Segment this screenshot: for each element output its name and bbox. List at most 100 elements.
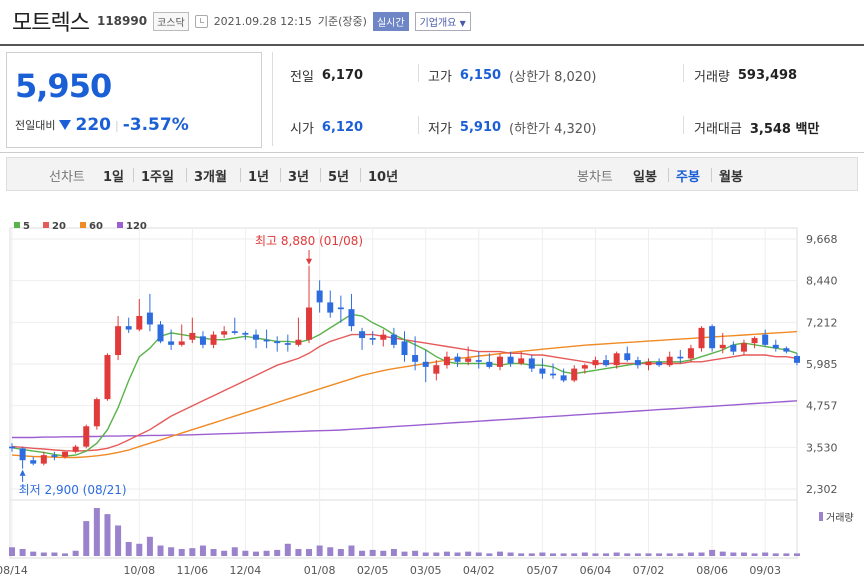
volume-bar — [252, 551, 259, 556]
legend-label: 120 — [126, 221, 147, 232]
volume-bar — [634, 553, 641, 556]
tab-1y[interactable]: 1년 — [248, 170, 270, 185]
candle — [369, 338, 376, 340]
candle — [762, 334, 769, 345]
volume-bar — [645, 553, 652, 556]
volume-bar — [146, 536, 153, 556]
max-annotation: 최고 8,880 (01/08) — [255, 234, 363, 248]
volume-bar — [507, 552, 514, 556]
candle — [9, 446, 15, 449]
max-arrow-head — [306, 258, 313, 265]
candle — [443, 356, 450, 366]
tab-3y[interactable]: 3년 — [288, 170, 310, 185]
x-tick-label: 03/05 — [410, 564, 442, 577]
candle — [274, 341, 281, 344]
volume-bar — [327, 547, 334, 556]
candle — [518, 358, 525, 364]
tab-1d[interactable]: 1일 — [103, 170, 125, 185]
open-price: 시가 6,120 — [290, 120, 364, 137]
tab-10y[interactable]: 10년 — [368, 170, 399, 185]
volume-bar — [698, 552, 705, 556]
candle — [72, 446, 79, 452]
x-tick-label: 08/06 — [696, 564, 728, 577]
realtime-button[interactable]: 실시간 — [372, 11, 409, 31]
candle — [221, 331, 228, 335]
day-low: 저가 5,910 (하한가 4,320) — [428, 120, 597, 137]
clock-icon — [194, 14, 208, 28]
candle — [252, 334, 259, 340]
x-tick-label: 02/05 — [357, 564, 389, 577]
x-tick-label: 05/07 — [527, 564, 559, 577]
volume-bar — [518, 553, 525, 556]
x-tick-label: 12/04 — [230, 564, 262, 577]
volume-bar — [560, 553, 567, 556]
volume-bar — [730, 552, 737, 556]
x-tick-label: 10/08 — [123, 564, 155, 577]
legend-swatch — [80, 222, 86, 228]
candle — [666, 356, 673, 366]
legend-label: 20 — [52, 221, 66, 232]
candle — [168, 341, 175, 345]
ma120-line — [12, 400, 798, 439]
volume-frame — [9, 499, 798, 559]
x-tick-label: 07/02 — [633, 564, 665, 577]
volume-bar — [157, 545, 164, 556]
candle — [794, 356, 800, 363]
candle — [146, 312, 153, 325]
volume-bar — [465, 551, 472, 556]
volume-bar — [719, 551, 726, 556]
tab-monthly[interactable]: 월봉 — [719, 170, 743, 185]
tab-3m[interactable]: 3개월 — [194, 170, 227, 185]
tab-daily[interactable]: 일봉 — [633, 170, 657, 185]
volume-bar — [380, 550, 387, 556]
candle — [687, 348, 694, 359]
volume-bar — [178, 549, 185, 556]
candle — [677, 356, 684, 359]
volume-bar — [666, 553, 673, 556]
current-price: 5,950 — [15, 67, 112, 105]
candle — [719, 344, 726, 349]
company-overview-button[interactable]: 기업개요 ▼ — [414, 11, 471, 31]
volume-bar — [422, 552, 429, 556]
candle — [83, 426, 90, 447]
candle — [454, 356, 461, 362]
volume-bar — [475, 552, 482, 556]
timestamp-basis: 기준(장중) — [317, 15, 367, 28]
y-tick-label: 4,757 — [806, 400, 838, 413]
candle — [581, 365, 588, 369]
candle — [115, 326, 122, 356]
volume-bar — [624, 553, 631, 556]
tab-5y[interactable]: 5년 — [328, 170, 350, 185]
y-tick-label: 5,985 — [806, 358, 838, 371]
candle — [390, 334, 397, 345]
volume-bar — [295, 549, 302, 556]
volume-bar — [189, 548, 196, 556]
candle — [19, 448, 26, 461]
min-arrow-head — [19, 469, 26, 476]
stock-code: 118990 — [96, 14, 148, 28]
tab-weekly[interactable]: 주봉 — [676, 170, 700, 185]
candle — [284, 343, 291, 345]
volume-bar — [794, 553, 800, 556]
volume-bar — [613, 552, 620, 556]
price-change: 전일대비 220 | -3.57% — [15, 115, 189, 135]
chart-period-tabs: 선차트 1일 1주일 3개월 1년 3년 5년 10년 봉차트 일봉 주봉 월봉 — [6, 157, 858, 191]
candle — [486, 361, 493, 367]
candle — [199, 336, 206, 345]
volume-bar — [348, 545, 355, 556]
candle — [157, 324, 164, 342]
line-chart-label: 선차트 — [49, 170, 85, 185]
change-percent: -3.57% — [122, 115, 189, 135]
candle — [125, 326, 132, 330]
volume-bar — [221, 550, 228, 556]
candle — [496, 356, 503, 367]
volume-bar — [231, 547, 238, 556]
volume-bar — [401, 551, 408, 556]
volume-bar — [762, 552, 769, 556]
volume-bar — [19, 549, 26, 556]
candle-chart-label: 봉차트 — [577, 170, 613, 185]
tab-1w[interactable]: 1주일 — [141, 170, 174, 185]
volume-bar — [125, 542, 132, 556]
candle — [422, 361, 429, 367]
candle — [51, 455, 58, 457]
